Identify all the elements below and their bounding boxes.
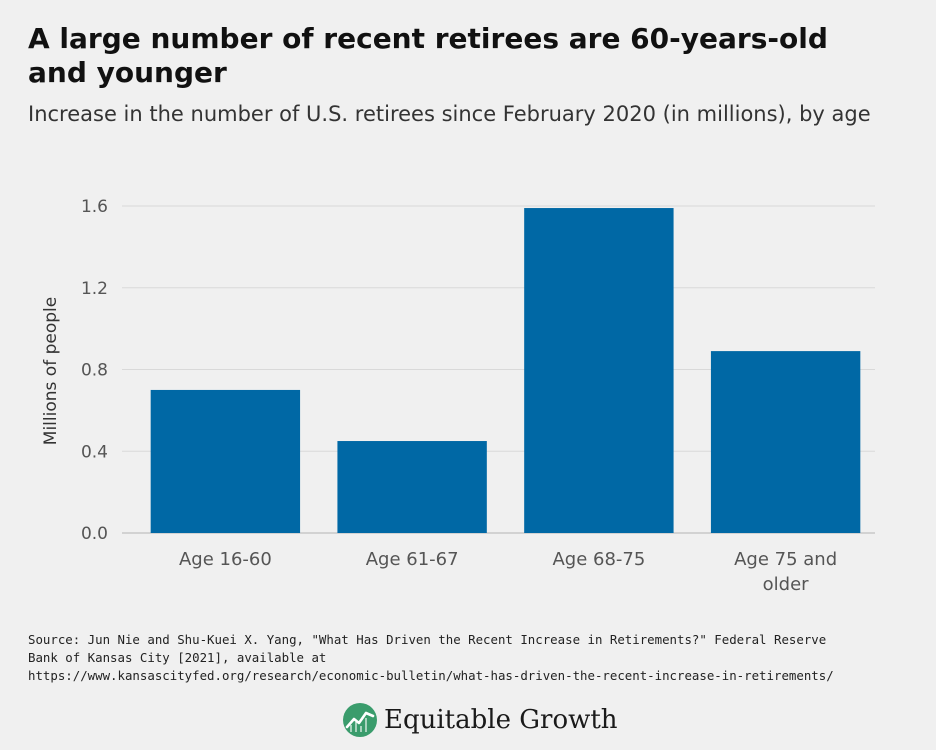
- x-tick-label: Age 16-60: [179, 549, 272, 570]
- bar: [150, 389, 301, 533]
- source-line-2: Bank of Kansas City [2021], available at: [28, 650, 327, 665]
- y-tick-label: 0.8: [81, 361, 108, 381]
- x-tick-label: Age 61-67: [366, 549, 459, 570]
- bar-chart: 0.0 0.4 0.8 1.2 1.6 Age 16-60 Age 61-67 Age 68…: [41, 197, 875, 595]
- chart-subtitle: Increase in the number of U.S. retirees …: [28, 102, 871, 126]
- logo-text: Equitable Growth: [384, 705, 618, 735]
- bars: [150, 208, 861, 533]
- bar: [710, 351, 861, 533]
- x-axis-ticks: Age 16-60 Age 61-67 Age 68-75 Age 75 and old…: [179, 549, 837, 595]
- y-axis-label: Millions of people: [41, 297, 61, 445]
- y-tick-label: 1.6: [81, 197, 108, 217]
- source-note: Source: Jun Nie and Shu-Kuei X. Yang, "W…: [28, 631, 918, 685]
- x-tick-label: Age 75 and older: [734, 549, 837, 595]
- bar: [337, 441, 487, 533]
- equitable-growth-logo: Equitable Growth: [342, 700, 618, 740]
- y-axis-ticks: 0.0 0.4 0.8 1.2 1.6: [81, 197, 108, 544]
- x-tick-label: Age 68-75: [552, 549, 645, 570]
- equitable-growth-logo-icon: [343, 703, 377, 737]
- bar: [524, 208, 674, 533]
- y-tick-label: 1.2: [81, 279, 108, 299]
- y-tick-label: 0.0: [81, 524, 108, 544]
- source-line-3: https://www.kansascityfed.org/research/e…: [28, 668, 834, 683]
- chart-title: A large number of recent retirees are 60…: [28, 22, 828, 89]
- y-tick-label: 0.4: [81, 442, 108, 462]
- source-line-1: Source: Jun Nie and Shu-Kuei X. Yang, "W…: [28, 632, 827, 647]
